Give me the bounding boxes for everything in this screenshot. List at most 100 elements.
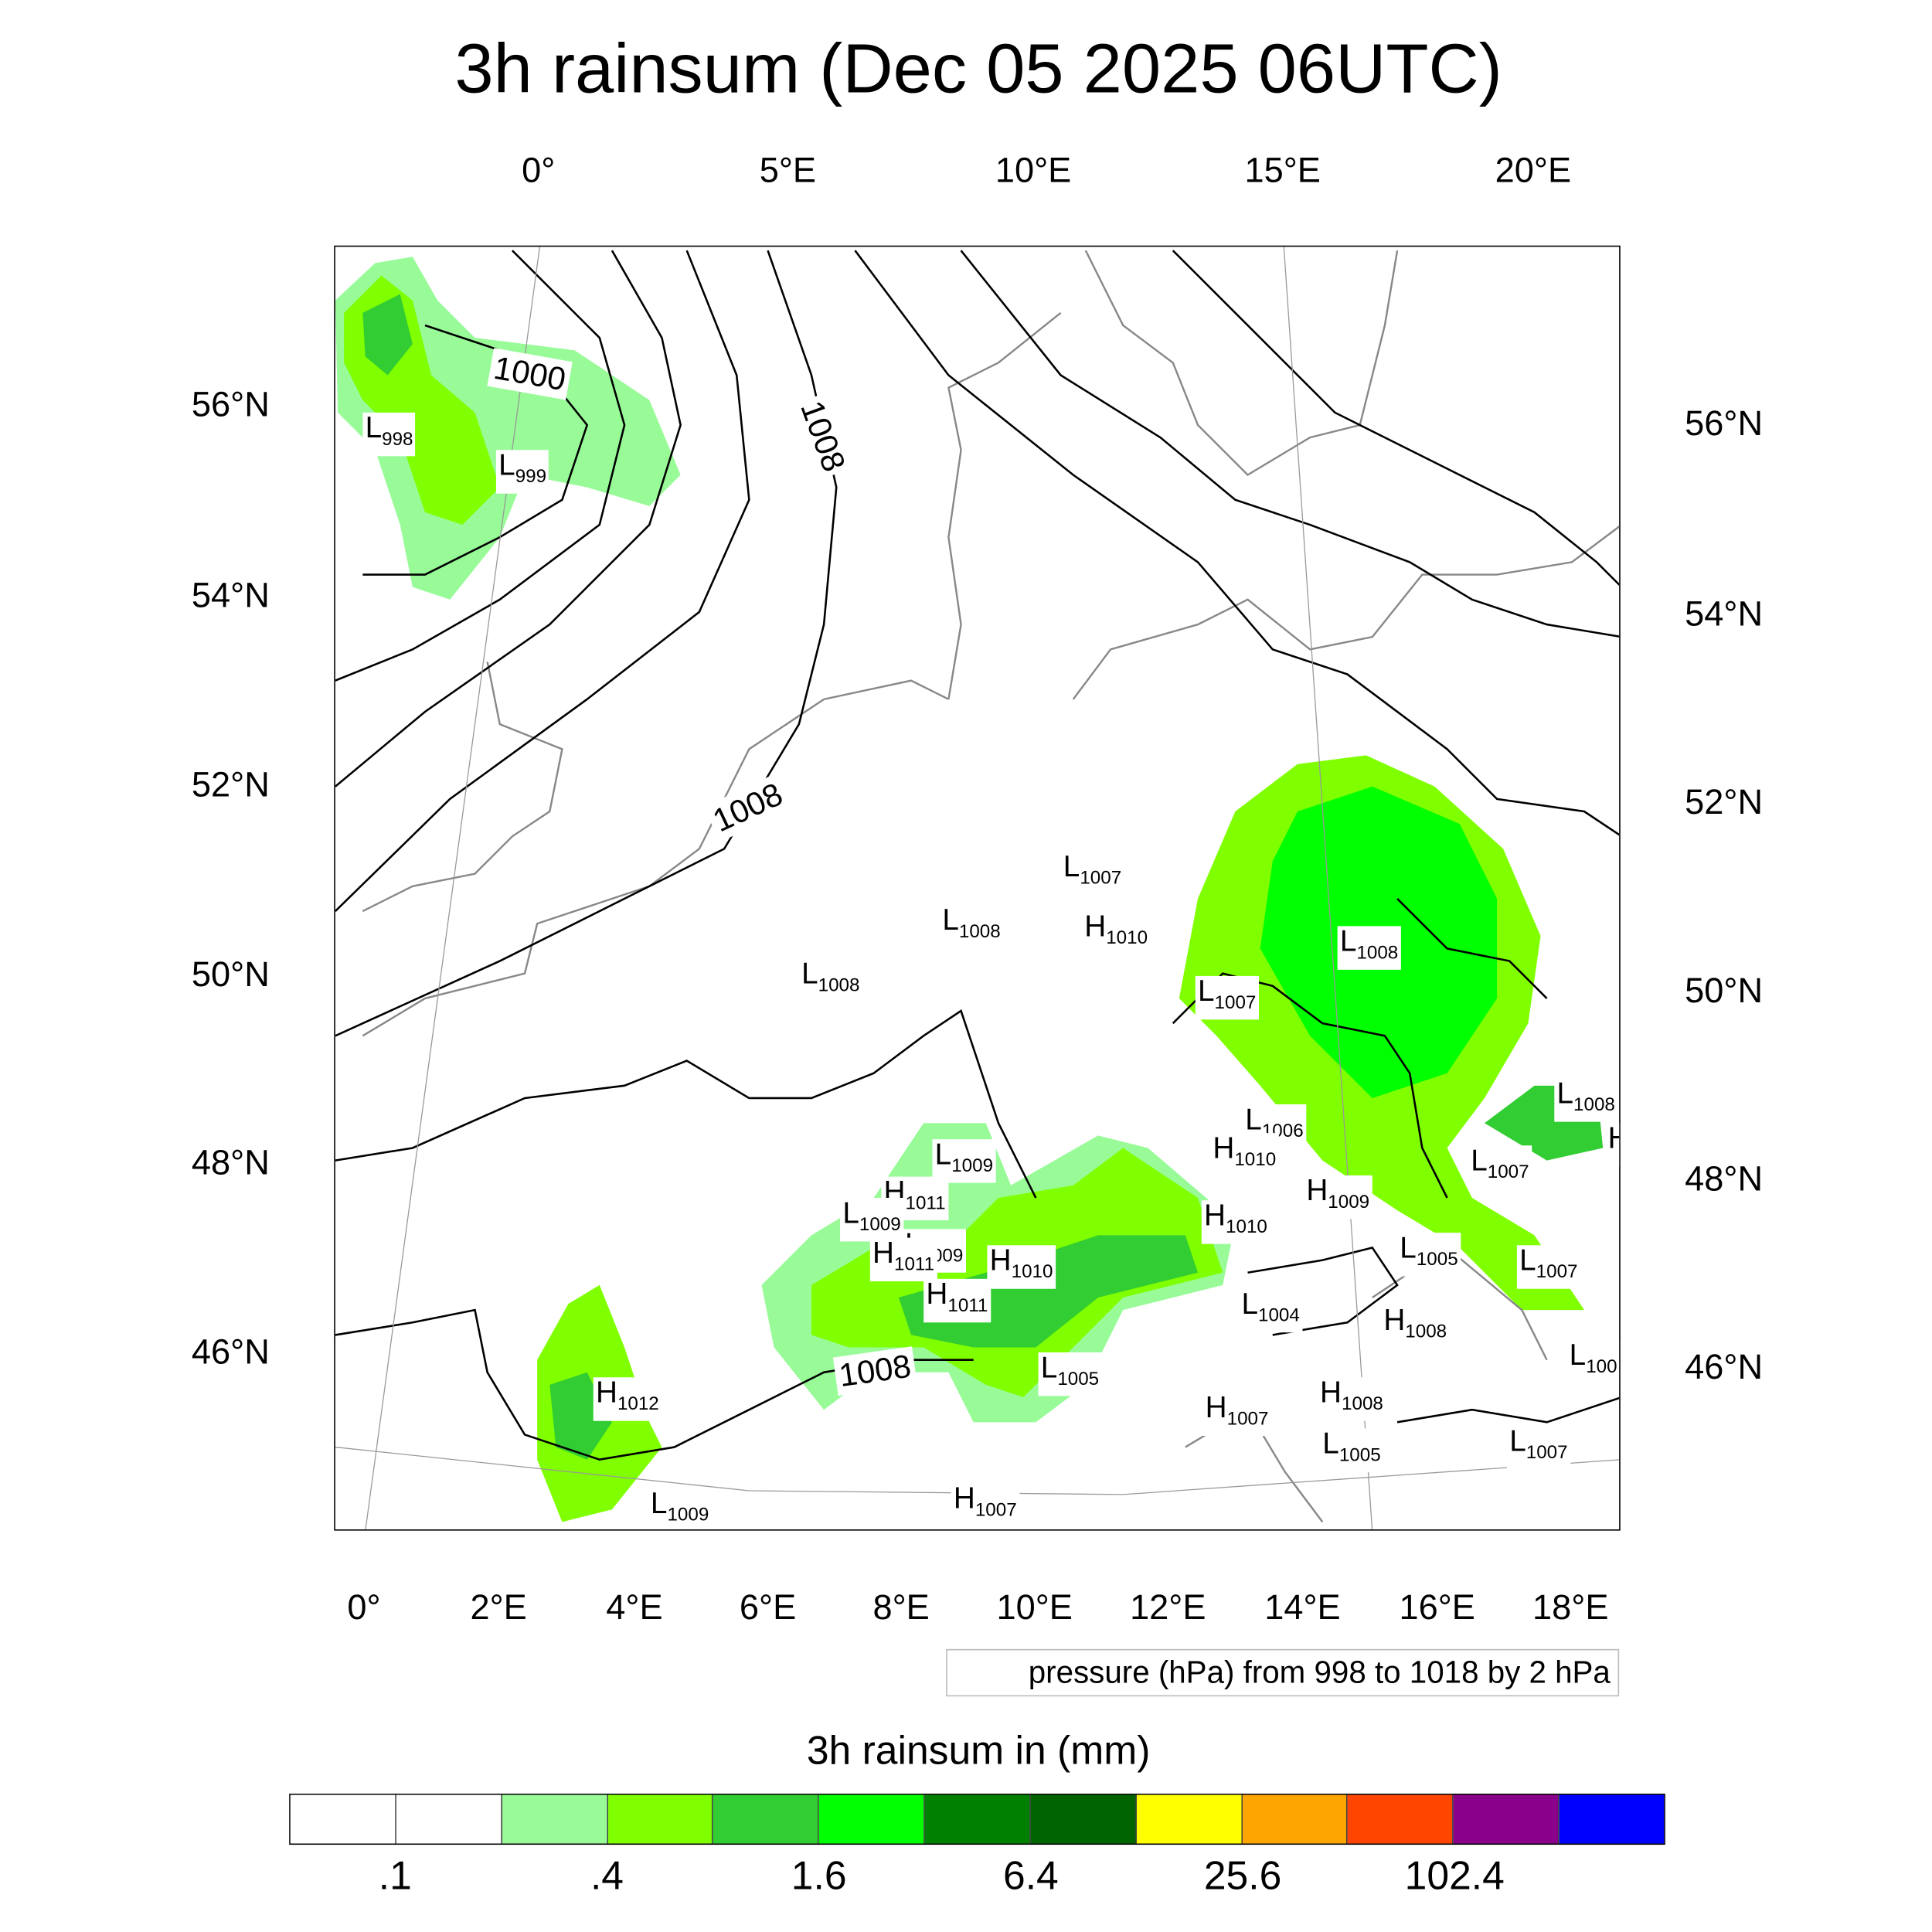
coastlines (362, 250, 1620, 1523)
pressure-type: H (1608, 1122, 1620, 1156)
high-pressure-label: H (1605, 1122, 1620, 1167)
pressure-type: L (1245, 1103, 1262, 1137)
bottom-lon-label: 4°E (606, 1587, 663, 1627)
right-lat-label: 56°N (1685, 403, 1764, 443)
pressure-value: 1008 (1356, 942, 1399, 964)
pressure-value: 998 (382, 428, 413, 451)
high-pressure-label: H1009 (1304, 1175, 1372, 1219)
bottom-lon-label: 12°E (1130, 1587, 1206, 1627)
low-pressure-label: L1007 (1060, 849, 1124, 896)
left-lat-label: 50°N (191, 954, 270, 994)
pressure-value: 1007 (1080, 867, 1122, 889)
pressure-type: L (842, 1196, 859, 1230)
bottom-lon-label: 10°E (996, 1587, 1073, 1627)
pressure-type: L (942, 903, 959, 937)
low-pressure-label: L1008 (1337, 924, 1401, 970)
colorbar-tick-label: .1 (378, 1852, 412, 1898)
top-lon-label: 15°E (1244, 151, 1321, 190)
map-title: 3h rainsum (Dec 05 2025 06UTC) (454, 29, 1502, 107)
pressure-type: L (934, 1138, 952, 1172)
high-pressure-label: H1010 (1210, 1132, 1279, 1177)
top-lon-label: 20°E (1495, 151, 1572, 190)
low-pressure-label: L998 (362, 411, 416, 457)
low-pressure-label: L1007 (1195, 975, 1259, 1020)
high-pressure-label: H1010 (1081, 910, 1151, 955)
left-lat-label: 46°N (191, 1332, 270, 1372)
colorbar-swatch (713, 1794, 820, 1844)
bottom-lon-label: 16°E (1399, 1587, 1475, 1627)
colorbar-swatch (1242, 1794, 1349, 1844)
pressure-value: 1005 (1416, 1249, 1458, 1270)
top-lon-label: 5°E (759, 151, 817, 190)
low-pressure-label: L1005 (1038, 1351, 1102, 1396)
pressure-value: 1004 (1257, 1304, 1300, 1327)
right-lat-label: 46°N (1685, 1347, 1764, 1386)
low-pressure-label: L1008 (798, 957, 862, 1002)
high-pressure-label: H1011 (869, 1236, 937, 1282)
low-pressure-label: L999 (495, 448, 549, 494)
colorbar-swatch (819, 1794, 925, 1844)
pressure-type: H (1204, 1199, 1226, 1233)
pressure-type: L (1040, 1351, 1058, 1385)
pressure-type: L (801, 957, 818, 992)
high-pressure-label: H1010 (987, 1244, 1056, 1289)
low-pressure-label: L1004 (1239, 1287, 1303, 1333)
bottom-lon-label: 14°E (1264, 1587, 1341, 1627)
right-lat-label: 54°N (1685, 594, 1764, 634)
colorbar-tick-label: 25.6 (1203, 1852, 1282, 1898)
pressure-type: H (1320, 1376, 1342, 1410)
high-pressure-label: H1012 (593, 1376, 662, 1421)
pressure-type: H (926, 1277, 948, 1311)
colorbar-swatch (607, 1794, 714, 1844)
bottom-lon-label: 2°E (470, 1587, 527, 1627)
low-pressure-label: L1007 (1516, 1244, 1580, 1289)
pressure-type: L (1471, 1144, 1488, 1179)
low-pressure-label: L100 (1566, 1339, 1620, 1384)
colorbar-swatch (290, 1794, 396, 1844)
low-pressure-label: L1009 (648, 1488, 712, 1530)
pressure-value: 1009 (951, 1155, 994, 1177)
pressure-value: 1009 (859, 1213, 901, 1236)
low-pressure-label: L1005 (1320, 1427, 1383, 1472)
bottom-lon-label: 0° (347, 1587, 381, 1627)
pressure-value: 1007 (975, 1499, 1017, 1521)
top-lon-label: 10°E (995, 151, 1072, 190)
low-pressure-label: L1009 (840, 1196, 903, 1242)
low-pressure-label: L1009 (932, 1138, 996, 1183)
high-pressure-label: H1007 (951, 1483, 1019, 1527)
pressure-type: L (498, 448, 515, 483)
bottom-lon-label: 6°E (739, 1587, 797, 1627)
pressure-info-note: pressure (hPa) from 998 to 1018 by 2 hPa (946, 1648, 1620, 1697)
pressure-type: H (872, 1236, 895, 1270)
pressure-value: 1007 (1487, 1162, 1529, 1183)
colorbar-title: 3h rainsum in (mm) (806, 1727, 1151, 1773)
pressure-type: H (595, 1376, 617, 1410)
left-lat-label: 52°N (191, 765, 270, 804)
right-lat-label: 50°N (1685, 971, 1764, 1010)
low-pressure-label: L1007 (1468, 1145, 1532, 1189)
low-pressure-label: L1007 (1506, 1425, 1570, 1470)
pressure-value: 1008 (1573, 1094, 1615, 1116)
pressure-type: L (1063, 849, 1080, 884)
colorbar-swatch (924, 1794, 1031, 1844)
bottom-lon-label: 18°E (1532, 1587, 1609, 1627)
pressure-type: L (1197, 975, 1215, 1009)
pressure-type: H (1205, 1390, 1227, 1425)
pressure-type: L (1339, 924, 1357, 959)
pressure-type: L (365, 411, 383, 445)
pressure-type: L (1241, 1287, 1258, 1321)
colorbar (289, 1793, 1665, 1845)
map-panel: L998 L999 L1007 L1008 H1010 L1008 L1008 L1007 L1… (334, 245, 1621, 1531)
pressure-value: 1008 (1405, 1321, 1447, 1343)
colorbar-swatch (396, 1794, 502, 1844)
bottom-lon-label: 8°E (872, 1587, 930, 1627)
pressure-type: L (1322, 1427, 1339, 1461)
low-pressure-label: L1005 (1397, 1231, 1461, 1277)
pressure-type: L (1400, 1231, 1417, 1266)
pressure-value: 1009 (667, 1504, 709, 1526)
high-pressure-label: H1007 (1202, 1390, 1271, 1437)
pressure-value: 100 (1586, 1355, 1617, 1378)
pressure-type: H (1084, 910, 1107, 944)
right-lat-label: 52°N (1685, 782, 1764, 821)
